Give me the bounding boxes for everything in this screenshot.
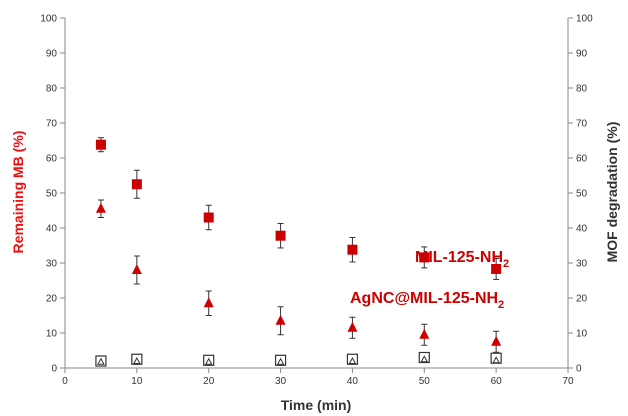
left-y-axis-title: Remaining MB (%) <box>10 131 26 254</box>
data-point-agnc-mil-125-nh2-degradation <box>133 356 141 364</box>
left-y-tick-labels: 0 10 20 30 40 50 60 70 80 90 100 <box>40 14 57 375</box>
data-point-mil-125-nh2 <box>203 212 214 223</box>
data-point-mil-125-nh2 <box>347 244 358 255</box>
x-tick-label: 10 <box>131 376 143 387</box>
right-y-tick-labels: 0 10 20 30 40 50 60 70 80 90 100 <box>576 14 593 375</box>
right-y-tick-label: 40 <box>576 224 588 235</box>
left-y-tick-label: 90 <box>46 49 58 60</box>
right-y-tick-label: 30 <box>576 259 588 270</box>
data-point-mil-125-nh2 <box>95 139 106 150</box>
data-point-mil-125-nh2 <box>131 179 142 190</box>
axes <box>60 17 573 373</box>
right-y-tick-label: 90 <box>576 49 588 60</box>
right-y-tick-label: 70 <box>576 119 588 130</box>
data-point-agnc-mil-125-nh2-degradation <box>276 357 285 365</box>
data-point-mil-125-nh2-degradation <box>346 353 359 365</box>
data-point-agnc-mil-125-nh2 <box>275 314 286 325</box>
left-y-tick-label: 50 <box>46 189 58 200</box>
left-y-tick-label: 60 <box>46 154 58 165</box>
right-y-axis-title: MOF degradation (%) <box>604 122 620 263</box>
right-y-tick-label: 100 <box>576 14 593 25</box>
x-tick-label: 20 <box>203 376 215 387</box>
data-point-mil-125-nh2-degradation <box>203 354 215 366</box>
plot-marks <box>95 137 502 367</box>
data-point-agnc-mil-125-nh2-degradation <box>204 357 213 365</box>
right-y-tick-label: 0 <box>576 364 582 375</box>
series-label-agnc-main: AgNC@MIL-125-NH <box>350 290 498 307</box>
data-point-mil-125-nh2-degradation <box>131 353 143 365</box>
right-y-tick-label: 20 <box>576 294 588 305</box>
series-label-agnc-subscript: 2 <box>498 299 504 311</box>
left-y-tick-label: 0 <box>51 364 57 375</box>
series-label-agnc-mil-125-nh2: AgNC@MIL-125-NH2 <box>350 290 504 311</box>
left-y-tick-label: 100 <box>40 14 57 25</box>
left-y-tick-label: 80 <box>46 84 58 95</box>
data-point-agnc-mil-125-nh2 <box>203 297 214 308</box>
left-y-tick-label: 40 <box>46 224 58 235</box>
data-point-agnc-mil-125-nh2-degradation <box>348 356 357 364</box>
x-tick-label: 40 <box>347 376 359 387</box>
right-y-tick-label: 60 <box>576 154 588 165</box>
data-point-agnc-mil-125-nh2 <box>95 202 106 213</box>
left-y-tick-label: 30 <box>46 259 58 270</box>
right-y-tick-label: 80 <box>576 84 588 95</box>
series-label-mil-subscript: 2 <box>503 258 509 270</box>
x-tick-labels: 0 10 20 30 40 50 60 70 <box>62 376 574 387</box>
data-point-mil-125-nh2 <box>491 263 502 274</box>
data-point-agnc-mil-125-nh2 <box>419 328 430 339</box>
x-tick-label: 60 <box>491 376 503 387</box>
x-tick-label: 30 <box>275 376 287 387</box>
data-point-mil-125-nh2 <box>419 252 430 263</box>
data-point-agnc-mil-125-nh2 <box>491 335 502 346</box>
left-y-tick-label: 10 <box>46 329 58 340</box>
x-tick-label: 70 <box>562 376 574 387</box>
data-point-agnc-mil-125-nh2 <box>131 264 142 274</box>
data-point-agnc-mil-125-nh2-degradation <box>97 357 105 365</box>
x-tick-label: 50 <box>419 376 431 387</box>
left-y-tick-label: 20 <box>46 294 58 305</box>
data-point-agnc-mil-125-nh2-degradation <box>420 355 429 363</box>
right-y-tick-label: 10 <box>576 329 588 340</box>
data-point-mil-125-nh2-degradation <box>418 351 430 364</box>
data-point-mil-125-nh2-degradation <box>95 355 107 367</box>
data-point-agnc-mil-125-nh2 <box>347 321 358 332</box>
left-y-tick-label: 70 <box>46 119 58 130</box>
data-point-agnc-mil-125-nh2-degradation <box>492 356 500 364</box>
data-point-mil-125-nh2 <box>275 230 286 241</box>
x-axis-title: Time (min) <box>281 397 352 413</box>
x-tick-label: 0 <box>62 376 68 387</box>
data-point-mil-125-nh2-degradation <box>274 354 287 366</box>
series-label-mil-main: MIL-125-NH <box>415 249 503 266</box>
series-label-mil-125-nh2: MIL-125-NH2 <box>415 249 509 270</box>
right-y-tick-label: 50 <box>576 189 588 200</box>
